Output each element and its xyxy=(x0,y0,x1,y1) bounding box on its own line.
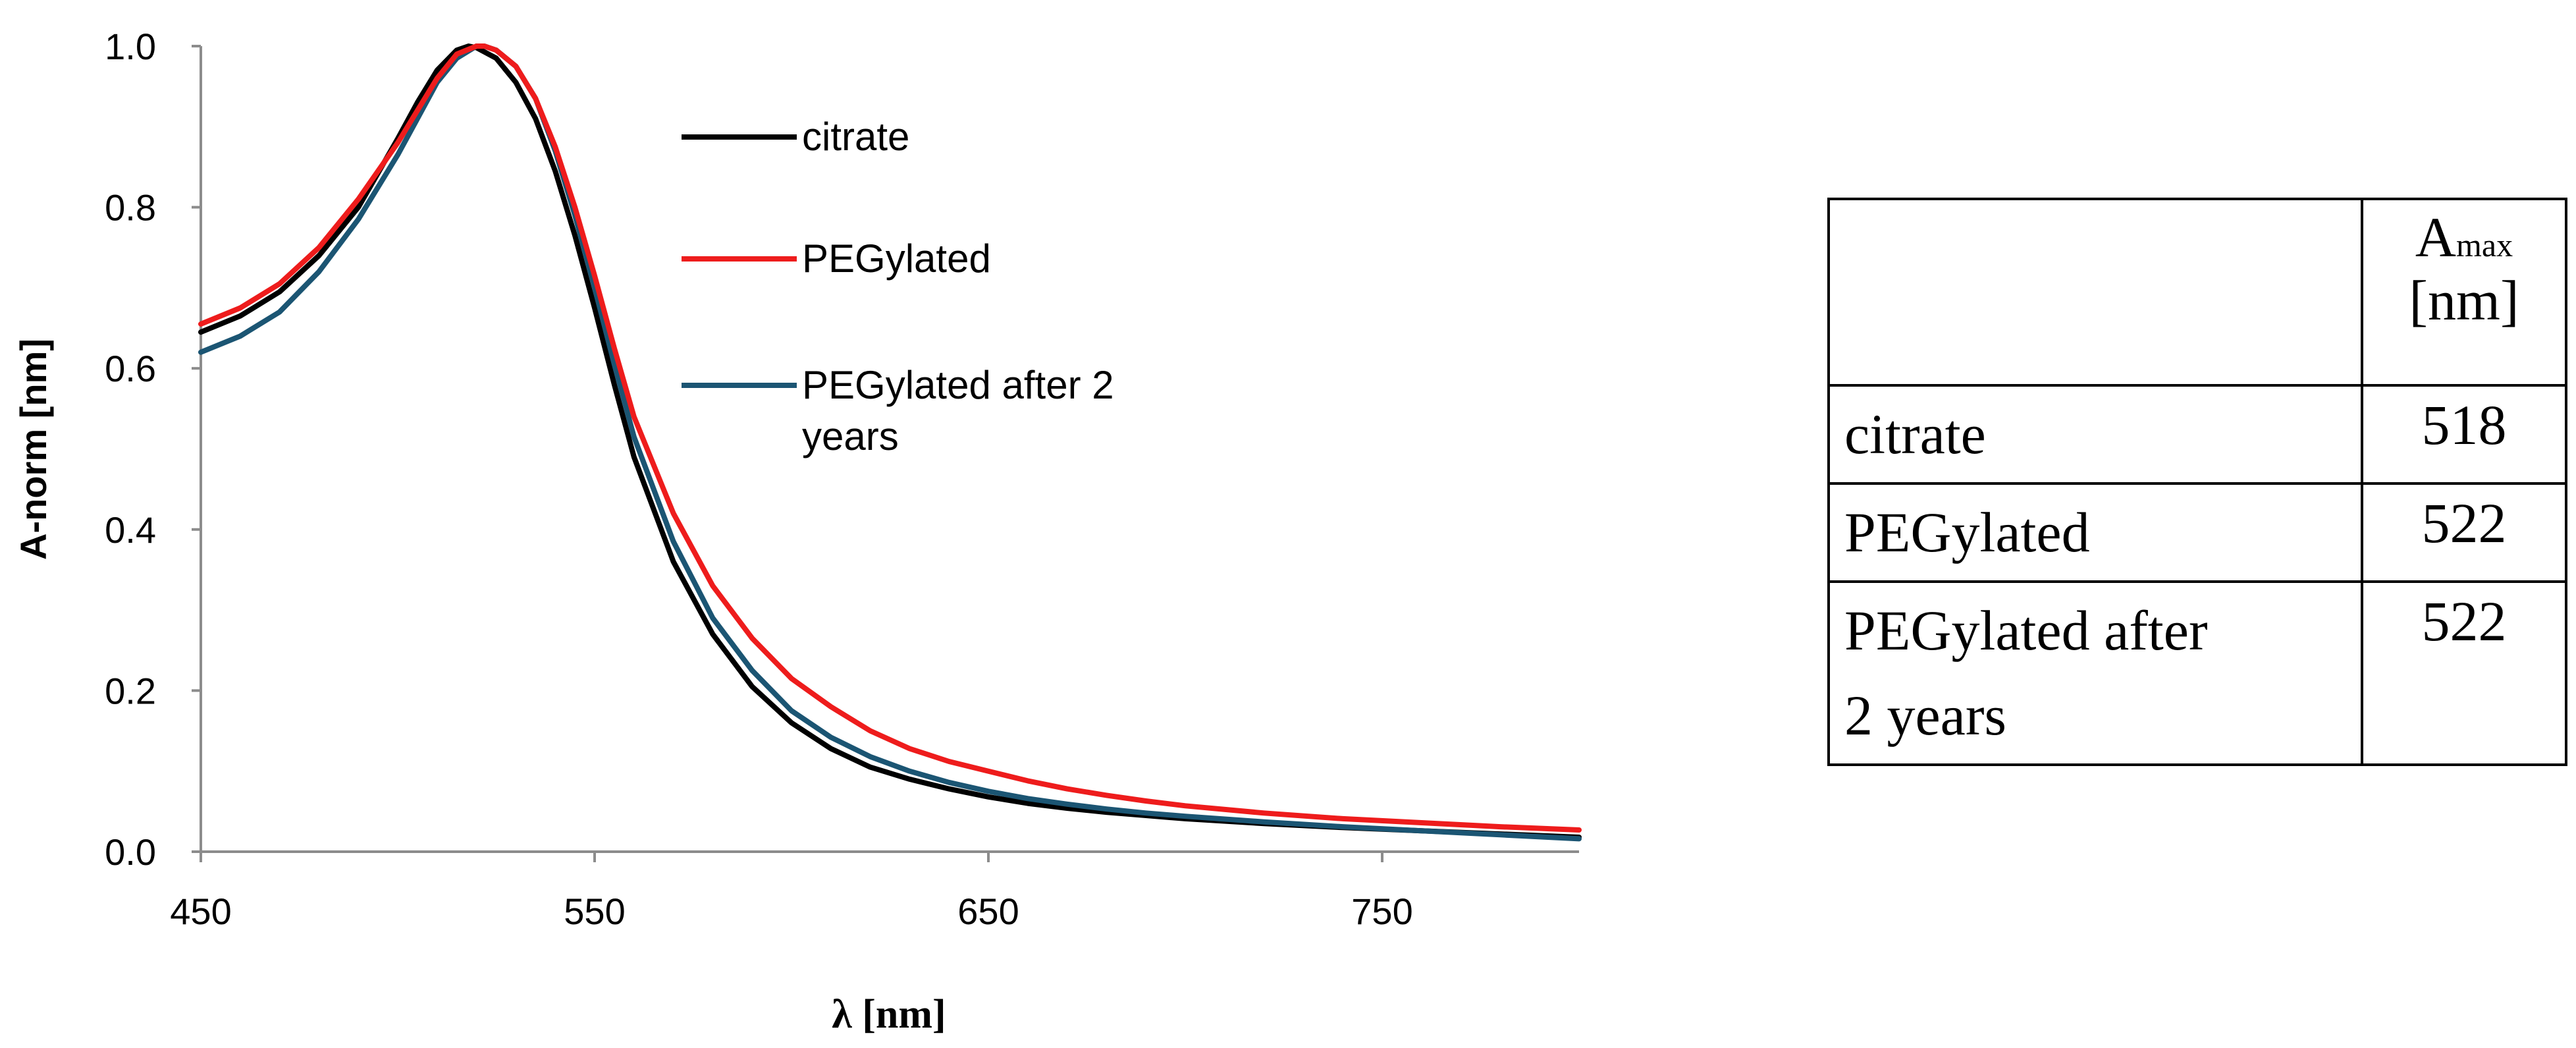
tick-labels: 0.0 0.2 0.4 0.6 0.8 1.0 450 550 650 750 xyxy=(105,26,1413,932)
spectrum-chart: 0.0 0.2 0.4 0.6 0.8 1.0 450 550 650 750 λ [nm] A-… xyxy=(13,26,1582,1037)
x-tick-label: 550 xyxy=(564,891,625,932)
row-name: citrate xyxy=(1827,384,2363,485)
y-tick-label: 1.0 xyxy=(105,26,156,67)
axis-ticks xyxy=(192,45,1383,862)
y-tick-label: 0.2 xyxy=(105,670,156,711)
y-tick-label: 0.8 xyxy=(105,187,156,229)
y-tick-label: 0.6 xyxy=(105,348,156,389)
x-tick-label: 650 xyxy=(957,891,1019,932)
legend-label-citrate: citrate xyxy=(802,115,909,159)
row-value: 522 xyxy=(2361,482,2567,583)
series-line-pegylated xyxy=(198,43,1582,833)
y-tick-label: 0.0 xyxy=(105,831,156,873)
legend-label-pegylated: PEGylated xyxy=(802,236,991,281)
amax-table: Amax [nm] citrate 518 PEGylated 522 PEGy… xyxy=(1827,198,2567,766)
row-name: PEGylated after 2 years xyxy=(1827,580,2363,766)
table-header-row: Amax [nm] xyxy=(1827,198,2567,387)
row-name: PEGylated xyxy=(1827,482,2363,583)
table-row: PEGylated after 2 years 522 xyxy=(1827,580,2567,766)
x-axis-title: λ [nm] xyxy=(832,992,946,1037)
table-header-empty xyxy=(1827,198,2363,387)
row-value: 522 xyxy=(2361,580,2567,766)
table-row: PEGylated 522 xyxy=(1827,482,2567,583)
header-unit: [nm] xyxy=(2409,269,2519,333)
x-tick-label: 750 xyxy=(1351,891,1412,932)
y-axis-title: A-norm [nm] xyxy=(13,339,54,560)
header-subscript: max xyxy=(2456,227,2513,263)
table-header-amax: Amax [nm] xyxy=(2361,198,2567,387)
y-tick-label: 0.4 xyxy=(105,509,156,551)
legend-label-pegylated-2y-line1: PEGylated after 2 xyxy=(802,363,1114,407)
x-tick-label: 450 xyxy=(170,891,231,932)
series-layer xyxy=(198,43,1582,842)
legend: citrate PEGylated PEGylated after 2 year… xyxy=(682,115,1125,458)
row-value: 518 xyxy=(2361,384,2567,485)
legend-label-pegylated-2y: PEGylated after 2 years xyxy=(802,363,1125,458)
table-row: citrate 518 xyxy=(1827,384,2567,485)
header-symbol: A xyxy=(2415,206,2456,269)
series-line-pegylated-after-2-years xyxy=(198,43,1582,842)
legend-label-pegylated-2y-line2: years xyxy=(802,414,899,458)
